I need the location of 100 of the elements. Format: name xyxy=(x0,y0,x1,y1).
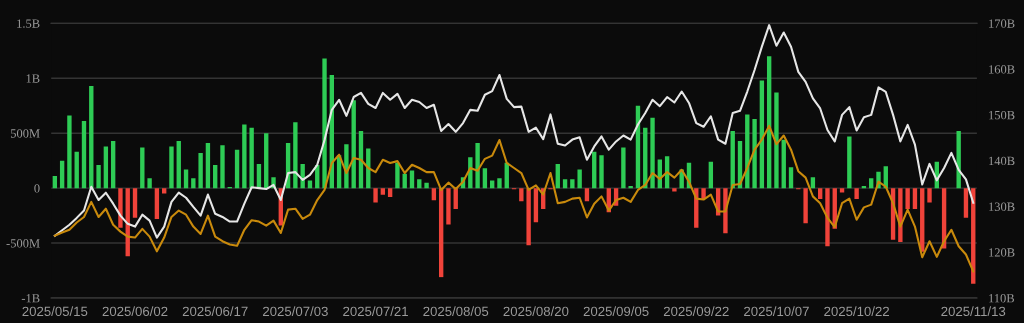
y2-tick-label: 120B xyxy=(989,248,1015,257)
bar xyxy=(96,165,101,189)
bar xyxy=(489,180,495,189)
y2-tick-label: 130B xyxy=(989,202,1015,211)
bar xyxy=(570,179,575,189)
line-series xyxy=(53,124,975,273)
bar xyxy=(234,149,240,189)
x-tick-label: 2025/08/20 xyxy=(503,306,569,317)
y2-tick-label: 170B xyxy=(989,19,1015,28)
bar xyxy=(402,173,407,189)
x-tick-label: 2025/06/02 xyxy=(102,306,168,317)
bar xyxy=(89,85,94,189)
bar xyxy=(672,188,677,192)
bar xyxy=(497,178,502,189)
bar xyxy=(387,188,393,197)
bar xyxy=(213,165,218,189)
y-tick-label: 0 xyxy=(34,184,40,193)
bar xyxy=(592,151,597,189)
y2-tick-label: 150B xyxy=(989,110,1015,120)
bar xyxy=(839,188,845,193)
x-tick-label: 2025/11/13 xyxy=(941,306,1006,317)
bar xyxy=(803,188,808,224)
bar xyxy=(533,188,539,223)
bar xyxy=(774,92,779,189)
bar xyxy=(650,117,655,189)
bar xyxy=(854,188,859,200)
bar xyxy=(67,115,72,189)
bar xyxy=(81,121,87,189)
bar xyxy=(205,143,211,189)
bar xyxy=(307,180,313,189)
bar xyxy=(431,188,437,201)
bar xyxy=(752,118,757,189)
bar xyxy=(154,188,160,219)
bar xyxy=(249,127,254,189)
y2-tick-label: 140B xyxy=(989,156,1015,166)
bar xyxy=(912,188,918,209)
bar xyxy=(132,188,138,218)
x-tick-label: 2025/09/22 xyxy=(663,306,729,317)
y-tick-label: 500M xyxy=(10,129,40,138)
bar xyxy=(577,169,582,189)
bar xyxy=(555,163,560,189)
bar xyxy=(818,188,823,200)
bar xyxy=(220,145,225,189)
bar xyxy=(417,179,422,189)
bar xyxy=(847,136,852,189)
bar xyxy=(264,133,269,189)
bar xyxy=(373,188,378,203)
bar xyxy=(810,177,816,189)
bar xyxy=(147,178,152,189)
bar xyxy=(628,185,633,189)
x-tick-label: 2025/07/03 xyxy=(263,306,328,317)
bar xyxy=(562,179,568,189)
y-tick-label: 1.5B xyxy=(17,19,40,28)
bar xyxy=(74,151,79,189)
x-tick-label: 2025/07/21 xyxy=(343,306,408,317)
bar xyxy=(621,147,626,189)
bar xyxy=(191,178,196,189)
y-tick-label: -1B xyxy=(21,294,40,303)
bar xyxy=(869,178,874,189)
bar xyxy=(161,188,167,194)
bar xyxy=(380,188,386,195)
bar xyxy=(110,140,116,189)
x-tick-label: 2025/10/22 xyxy=(824,306,889,317)
x-tick-label: 2025/09/05 xyxy=(583,306,649,317)
x-tick-label: 2025/05/15 xyxy=(22,306,88,317)
bar xyxy=(781,139,786,189)
bar xyxy=(322,58,327,189)
bar xyxy=(927,188,932,203)
bar xyxy=(584,188,590,202)
bar xyxy=(395,162,400,189)
bar xyxy=(526,188,531,246)
bar xyxy=(482,168,488,189)
bar xyxy=(52,176,58,189)
bar xyxy=(59,160,65,189)
bar xyxy=(183,169,189,189)
y2-tick-label: 160B xyxy=(989,65,1015,74)
bar xyxy=(242,124,247,189)
bar xyxy=(708,161,714,189)
bar xyxy=(140,147,145,189)
x-tick-label: 2025/10/07 xyxy=(744,306,809,317)
y2-tick-label: 110B xyxy=(989,294,1015,303)
bar xyxy=(446,188,451,225)
bar xyxy=(424,182,429,189)
bar xyxy=(519,188,524,202)
bar xyxy=(788,167,794,189)
x-tick-label: 2025/06/17 xyxy=(182,306,248,317)
y-tick-label: -500M xyxy=(6,239,40,248)
bar xyxy=(169,146,174,189)
bar xyxy=(118,188,123,228)
bar xyxy=(293,122,298,189)
bar xyxy=(963,188,969,218)
y-tick-label: 1B xyxy=(26,74,40,83)
bar xyxy=(956,130,961,189)
bar xyxy=(599,155,604,189)
bar xyxy=(825,188,830,247)
line-series xyxy=(53,24,975,239)
bar xyxy=(176,140,181,189)
bar xyxy=(198,152,203,189)
bar xyxy=(103,146,109,189)
bar xyxy=(475,143,480,189)
